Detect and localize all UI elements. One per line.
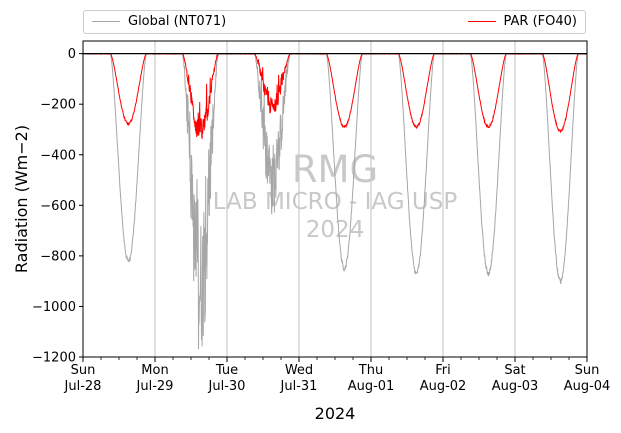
legend-item-par: PAR (FO40) [467,14,577,29]
x-axis-title: 2024 [315,404,356,423]
x-tick-label-date: Jul-30 [208,379,246,394]
y-tick-label: −600 [40,199,76,214]
x-tick-label-date: Aug-03 [492,379,539,394]
y-tick-label: −1200 [32,351,76,366]
legend-swatch-global [92,21,120,22]
x-tick-label-date: Jul-28 [64,379,102,394]
series-layer [82,52,587,350]
x-tick-label-day: Thu [358,363,383,378]
x-tick-label-date: Aug-04 [564,379,611,394]
y-tick-label: −200 [40,98,76,113]
x-tick-label-day: Fri [435,363,451,378]
y-tick-label: −1000 [32,300,76,315]
series-line-par [82,52,587,140]
x-tick-label-day: Sun [71,363,96,378]
grid-layer [154,41,516,357]
x-tick-label-date: Aug-02 [420,379,467,394]
x-tick-label-day: Mon [141,363,168,378]
x-tick-label-day: Sat [504,363,525,378]
x-tick-label-date: Jul-29 [136,379,174,394]
watermark-line-3: 2024 [306,217,365,243]
x-tick-label-day: Tue [215,363,238,378]
x-tick-label-day: Wed [285,363,313,378]
x-tick-label-date: Jul-31 [280,379,318,394]
legend-label-global: Global (NT071) [128,14,227,29]
y-tick-label: −400 [40,148,76,163]
y-axis-title: Radiation (Wm−2) [12,125,31,273]
y-tick-label: 0 [68,47,76,62]
watermark-line-2: LAB MICRO - IAG USP [213,189,458,215]
legend-label-par: PAR (FO40) [503,14,577,29]
legend-item-global: Global (NT071) [92,14,226,29]
x-tick-label-date: Aug-01 [348,379,395,394]
x-tick-label-day: Sun [575,363,600,378]
legend-swatch-par [467,21,496,22]
axes-layer: 0−200−400−600−800−1000−1200SunJul-28MonJ… [12,40,611,423]
y-tick-label: −800 [40,249,76,264]
legend: Global (NT071) PAR (FO40) [83,10,586,34]
